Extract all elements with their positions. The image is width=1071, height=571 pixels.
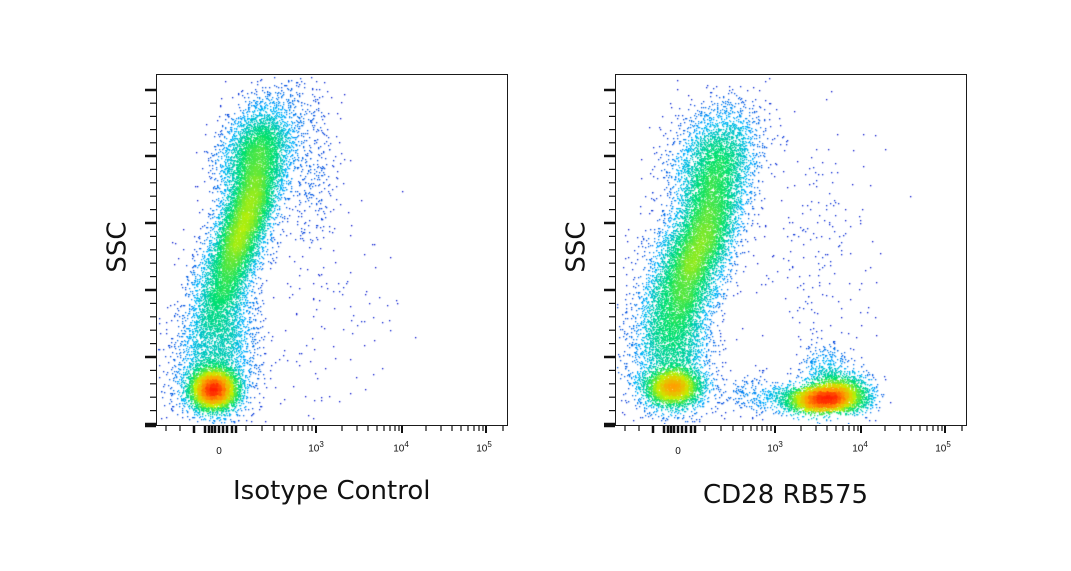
x-tick-0: 0 [675,446,681,457]
density-dot-plot [157,75,506,424]
plot-area [615,74,967,426]
x-tick-0: 0 [216,446,222,457]
x-tick-10e4: 104 [393,440,409,455]
axis-ticks [604,88,963,433]
axis-ticks [145,88,504,433]
plot-area [156,74,508,426]
density-dot-plot [616,75,965,424]
x-tick-10e5: 105 [476,440,492,455]
x-tick-10e3: 103 [308,440,324,455]
x-tick-10e4: 104 [852,440,868,455]
isotype-control-plot-panel: SSC 0 103 104 105 Isotype Control [0,0,535,571]
x-axis-label: CD28 RB575 [703,480,869,510]
x-tick-10e3: 103 [767,440,783,455]
cd28-rb575-plot-panel: SSC 0 103 104 105 CD28 RB575 [459,0,994,571]
x-tick-10e5: 105 [935,440,951,455]
x-axis-label: Isotype Control [233,476,431,506]
